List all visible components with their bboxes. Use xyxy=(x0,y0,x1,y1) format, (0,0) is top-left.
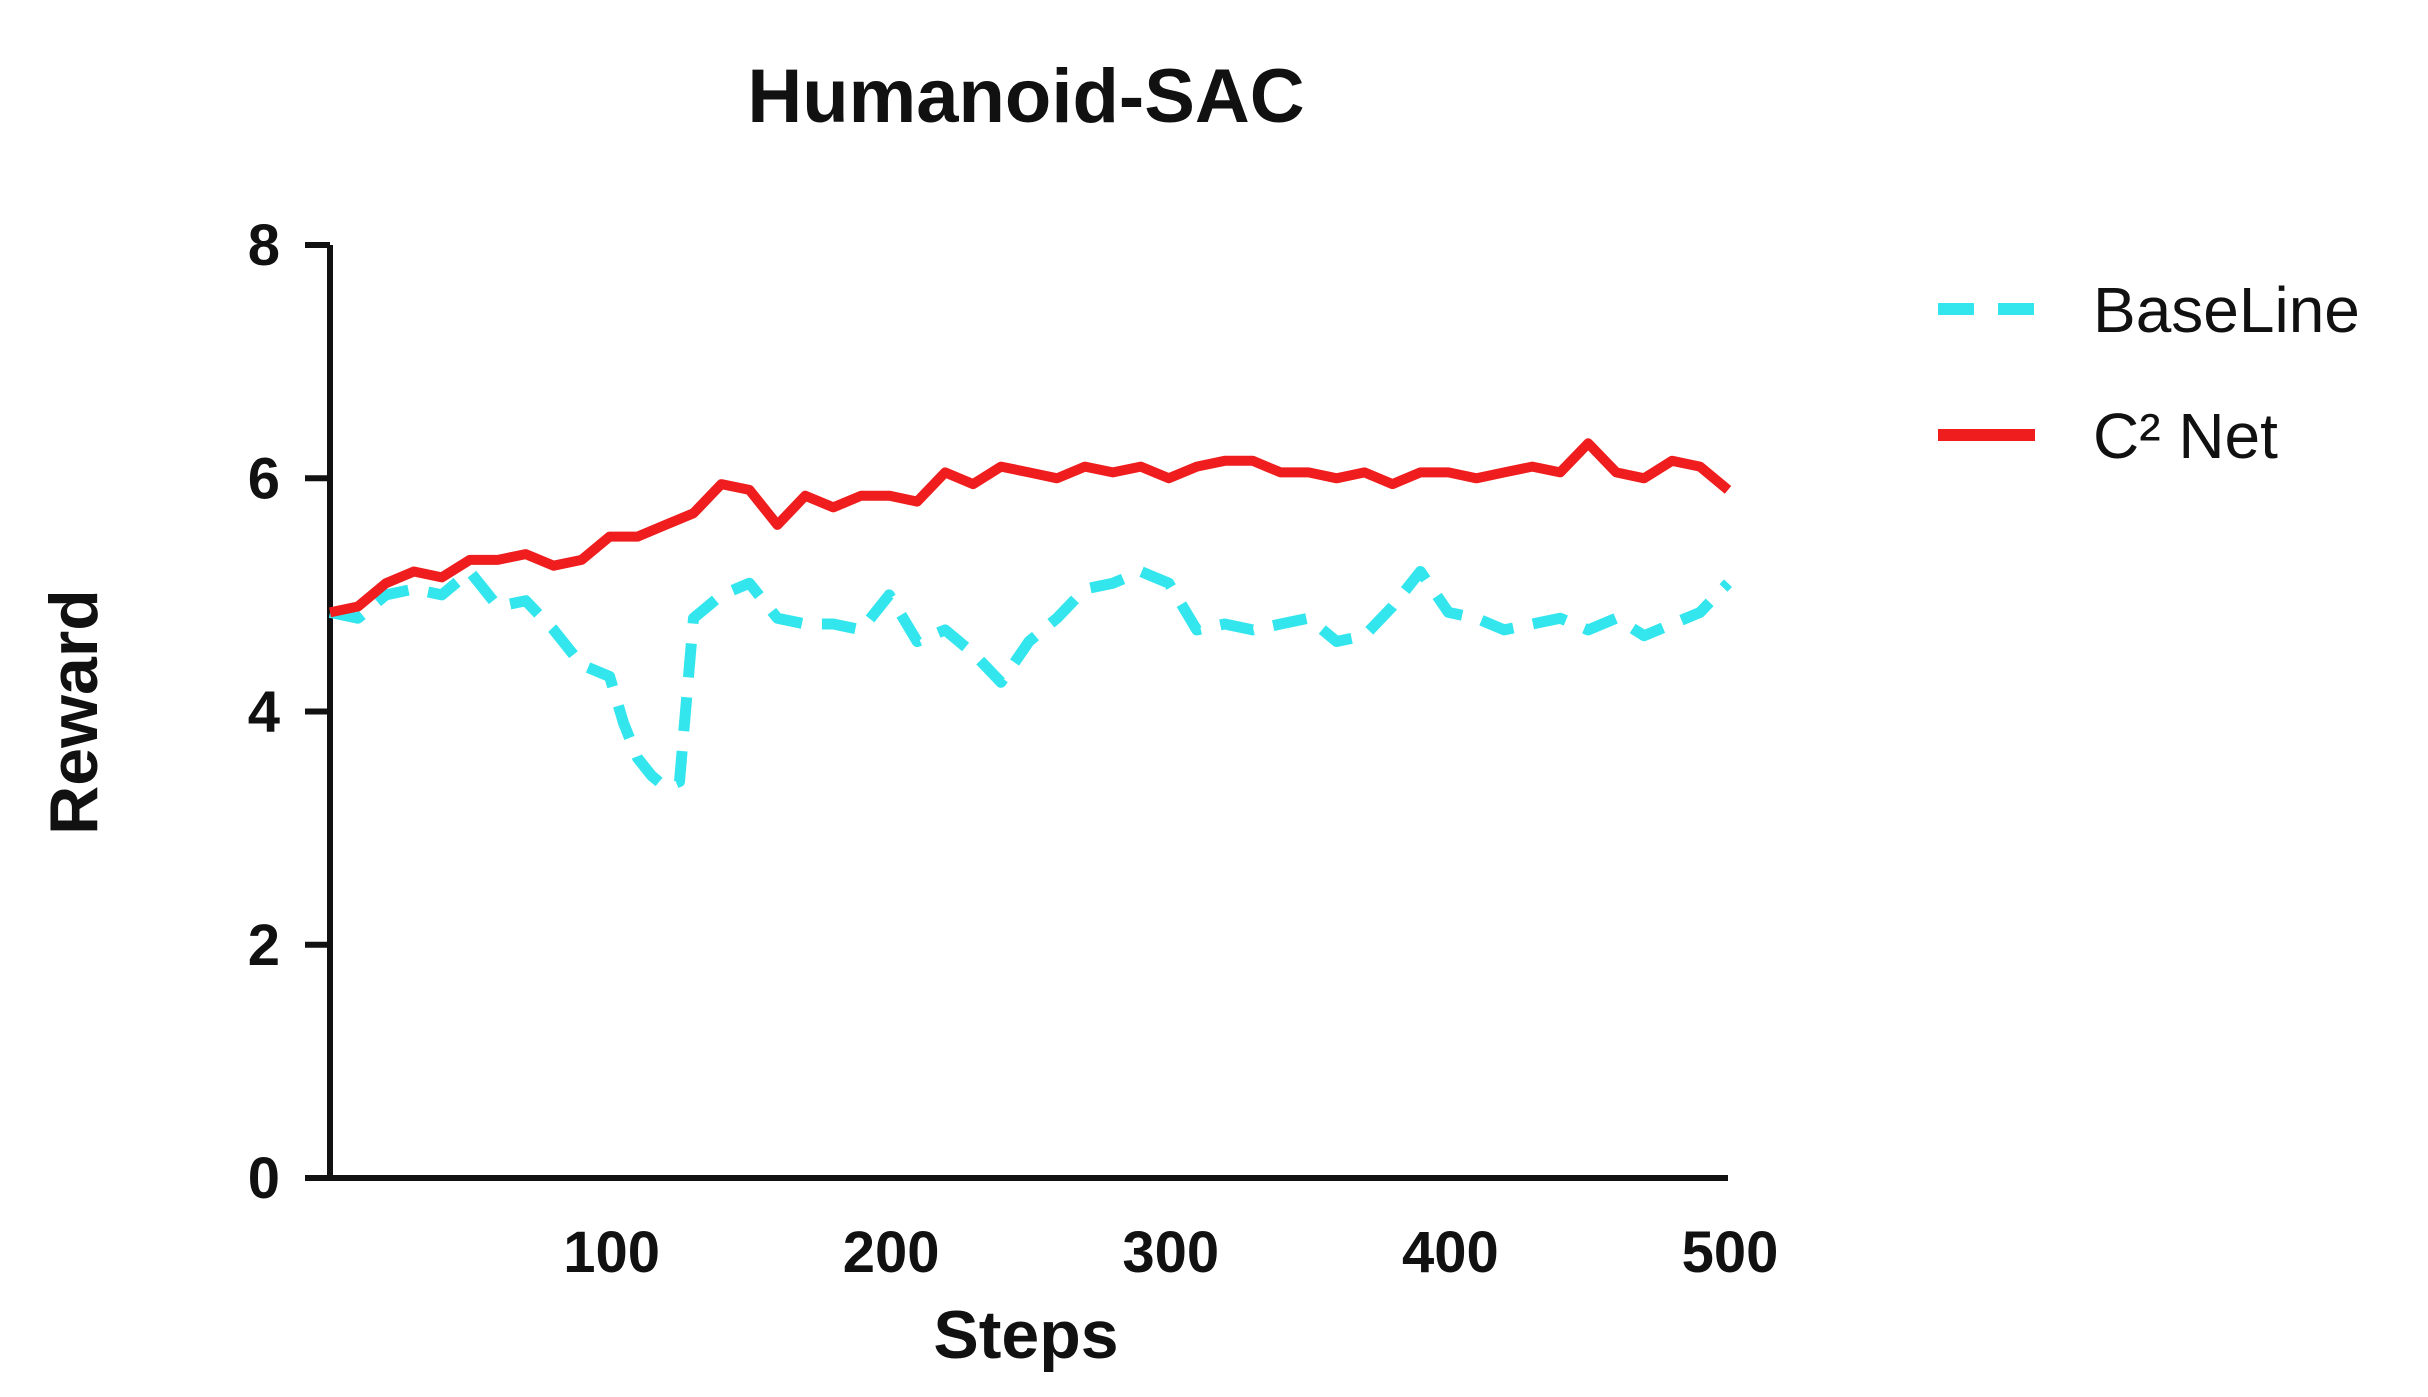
series-line-c2net xyxy=(328,438,1732,618)
legend: BaseLine C² Net xyxy=(1938,274,2360,472)
y-tick-label: 0 xyxy=(248,1146,280,1211)
x-tick-label: 100 xyxy=(563,1220,660,1285)
y-ticks: 0 2 4 6 8 xyxy=(248,213,330,1211)
x-tick-label: 400 xyxy=(1402,1220,1499,1285)
legend-item-c2net: C² Net xyxy=(1938,400,2278,472)
y-tick-label: 4 xyxy=(248,680,280,745)
legend-label-baseline: BaseLine xyxy=(2093,274,2360,346)
series-line-baseline xyxy=(328,566,1732,793)
x-tick-label: 500 xyxy=(1682,1220,1779,1285)
y-tick-label: 8 xyxy=(248,213,280,278)
y-axis-title: Reward xyxy=(36,589,112,835)
x-ticks: 100 200 300 400 500 xyxy=(563,1220,1778,1285)
chart-title: Humanoid-SAC xyxy=(747,54,1304,139)
plot-area: 0 2 4 6 8 100 200 300 400 500 xyxy=(248,213,1779,1285)
x-tick-label: 300 xyxy=(1122,1220,1219,1285)
series-layer xyxy=(328,438,1732,793)
y-tick-label: 2 xyxy=(248,913,280,978)
legend-item-baseline: BaseLine xyxy=(1938,274,2360,346)
y-tick-label: 6 xyxy=(248,446,280,511)
legend-label-c2net: C² Net xyxy=(2093,400,2278,472)
x-tick-label: 200 xyxy=(843,1220,940,1285)
x-axis-title: Steps xyxy=(933,1297,1118,1373)
